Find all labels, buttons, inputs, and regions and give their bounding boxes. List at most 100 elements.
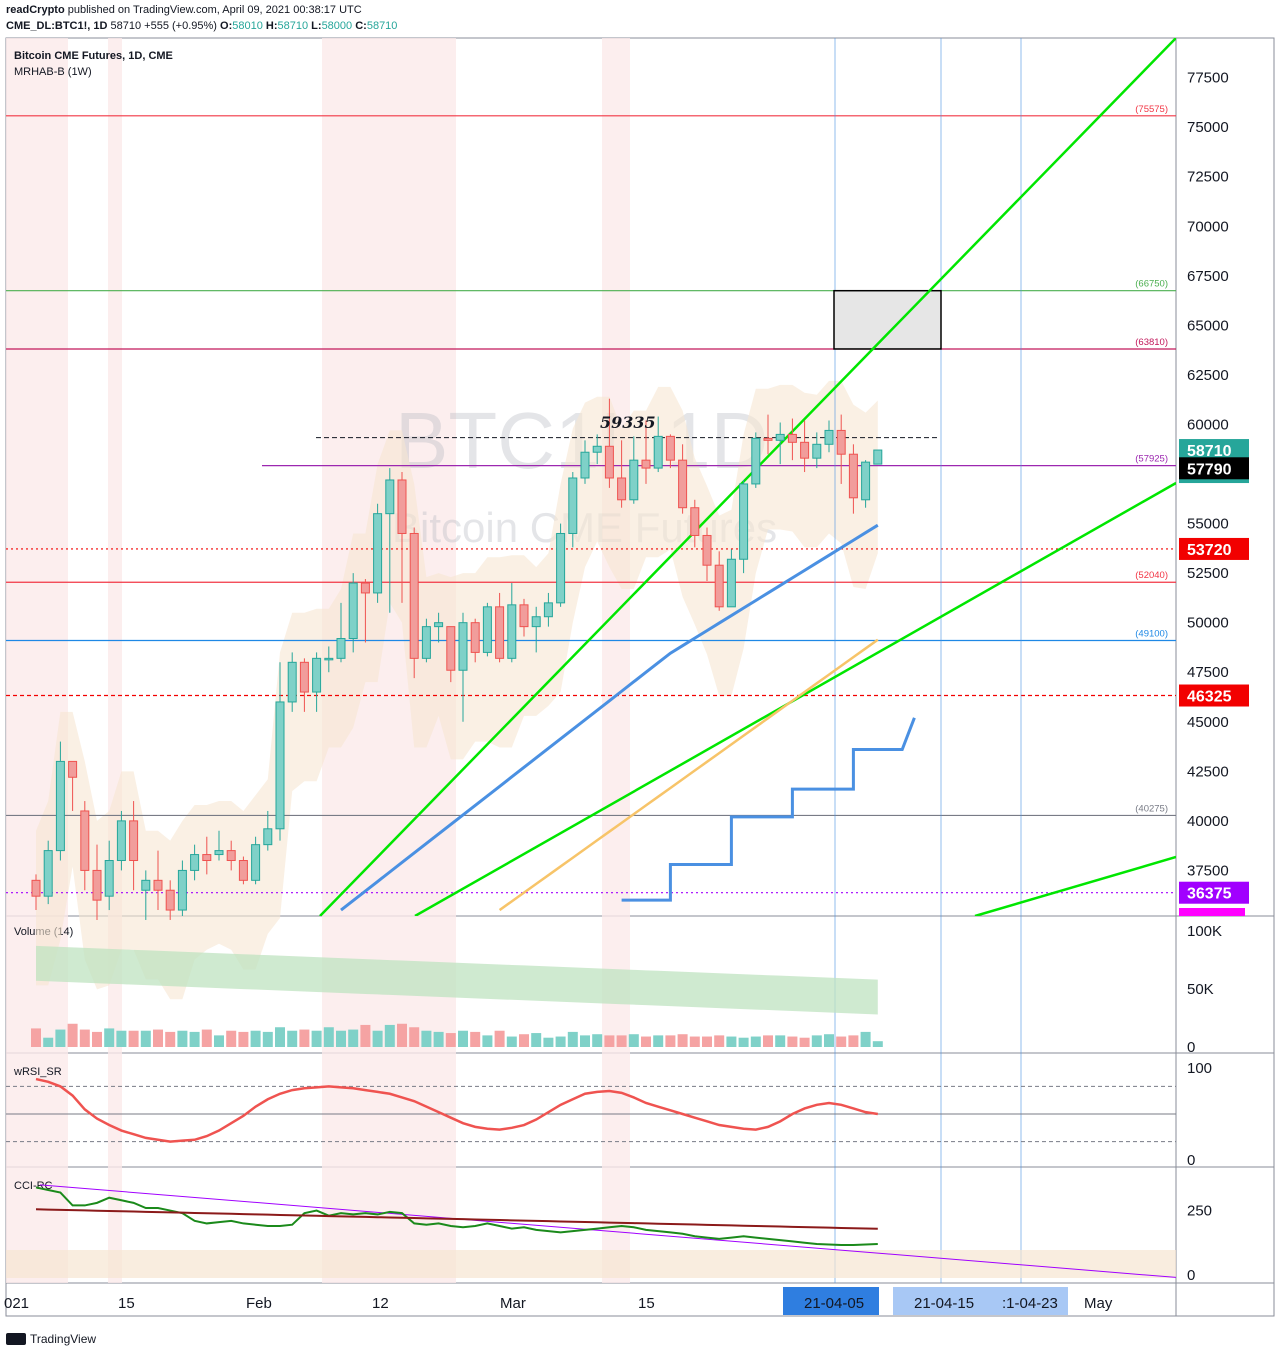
volume-bar [689, 1036, 700, 1047]
price-tag-value: 53720 [1187, 542, 1232, 559]
candle-body [214, 850, 224, 856]
price-axis[interactable]: 77500 75000 72500 70000 67500 65000 62500 60000… [1187, 70, 1229, 880]
time-tick: 21-04-15 [914, 1295, 974, 1312]
candle-body [556, 532, 566, 604]
volume-bar [140, 1030, 151, 1047]
volume-bar [872, 1041, 883, 1047]
volume-bar [201, 1029, 212, 1047]
volume-bar [299, 1029, 310, 1047]
main-indicator-label: MRHAB-B (1W) [14, 66, 92, 78]
volume-bar [165, 1031, 176, 1047]
candle-body [299, 661, 309, 693]
rsi-line [35, 1077, 878, 1143]
price-tick: 75000 [1187, 119, 1229, 136]
candle-body [543, 602, 553, 618]
candle-body [507, 604, 517, 659]
volume-bar [714, 1035, 725, 1047]
price-tick: 50000 [1187, 615, 1229, 632]
cci-signal [35, 1208, 878, 1230]
candle-body [580, 451, 590, 479]
volume-bar [750, 1036, 761, 1047]
candle-body [482, 606, 492, 653]
volume-cloud [36, 945, 878, 1015]
time-tick: 12 [372, 1295, 389, 1312]
last-price: 58710 [110, 20, 142, 32]
volume-bar [592, 1034, 603, 1047]
publisher-name[interactable]: readCrypto [6, 4, 65, 16]
moving-average [498, 638, 879, 912]
level-label-75575: (75575) [1135, 104, 1168, 115]
volume-bar [79, 1029, 90, 1047]
volume-bar [567, 1031, 578, 1047]
price-tick: 37500 [1187, 862, 1229, 879]
volume-bar [848, 1035, 859, 1047]
volume-bar [104, 1028, 115, 1047]
rsi-pane: 100 0 [6, 1060, 1212, 1169]
candle-body [55, 760, 65, 852]
volume-bar [128, 1030, 139, 1047]
candle-body [714, 564, 724, 608]
candle-body [336, 638, 346, 659]
cci-pane: 250 0 [6, 1184, 1212, 1284]
candle-body [238, 860, 248, 881]
candle-body [263, 828, 273, 846]
rsi-tick: 0 [1187, 1152, 1195, 1169]
candle-body [397, 479, 407, 534]
candle-body [739, 483, 749, 560]
weekly-step-line [621, 717, 916, 902]
date-flag-box [783, 1287, 879, 1315]
volume-bar [189, 1031, 200, 1047]
volume-bar [836, 1036, 847, 1047]
time-tick: :1-04-23 [1002, 1295, 1058, 1312]
volume-bar [445, 1033, 456, 1047]
chart-area[interactable]: BTC1!, 1D Bitcoin CME Futures Bitcoin CM… [0, 0, 1280, 1330]
candle-body [153, 879, 163, 891]
volume-bar [555, 1036, 566, 1047]
volume-bar [702, 1036, 712, 1047]
candle-body [629, 459, 639, 501]
rsi-pane-label: wRSI_SR [13, 1066, 62, 1078]
candle-body [129, 820, 139, 862]
price-tick: 60000 [1187, 416, 1229, 433]
volume-bar [433, 1031, 444, 1047]
publish-line: readCrypto published on TradingView.com,… [6, 4, 362, 16]
candle-body [446, 626, 456, 671]
candle-body [324, 657, 334, 661]
volume-bar [775, 1035, 786, 1047]
symbol-label: CME_DL:BTC1!, 1D [6, 20, 108, 32]
time-tick: Mar [500, 1295, 526, 1312]
price-tick: 55000 [1187, 516, 1229, 533]
price-tag-value: 58710 [1187, 443, 1232, 460]
volume-bar [787, 1036, 798, 1047]
candle-body [360, 582, 370, 594]
price-tag-box [1179, 684, 1249, 707]
price-cloud [36, 380, 878, 1000]
price-tick: 72500 [1187, 169, 1229, 186]
price-tag-box [1179, 537, 1249, 560]
volume-bar [153, 1029, 163, 1047]
o-label: O: [220, 20, 233, 32]
candle-body [190, 854, 200, 871]
close-value: 58710 [366, 20, 398, 32]
volume-bar [519, 1034, 529, 1047]
candle-body [824, 429, 834, 445]
level-label-57925: (57925) [1135, 454, 1168, 465]
candle-body [409, 532, 419, 659]
volume-bar [323, 1027, 334, 1047]
candle-body [702, 534, 712, 566]
volume-bar [55, 1029, 66, 1047]
level-label-66750: (66750) [1135, 279, 1168, 290]
price-tag-value: 57790 [1187, 461, 1232, 478]
candle-body [226, 850, 236, 862]
volume-bar [348, 1029, 359, 1047]
footer-brand[interactable]: TradingView [30, 1332, 97, 1346]
candles [31, 398, 883, 920]
volume-bar [653, 1035, 664, 1047]
volume-bar [397, 1023, 407, 1047]
candle-body [861, 461, 871, 501]
time-axis[interactable]: 021 15 Feb 12 Mar 15 21-04-05 21-04-15:1-04-23 M… [4, 1287, 1113, 1315]
volume-bar [799, 1037, 810, 1047]
price-change: +555 (+0.95%) [144, 20, 217, 32]
candle-body [812, 443, 822, 459]
trailing-line [340, 523, 879, 912]
